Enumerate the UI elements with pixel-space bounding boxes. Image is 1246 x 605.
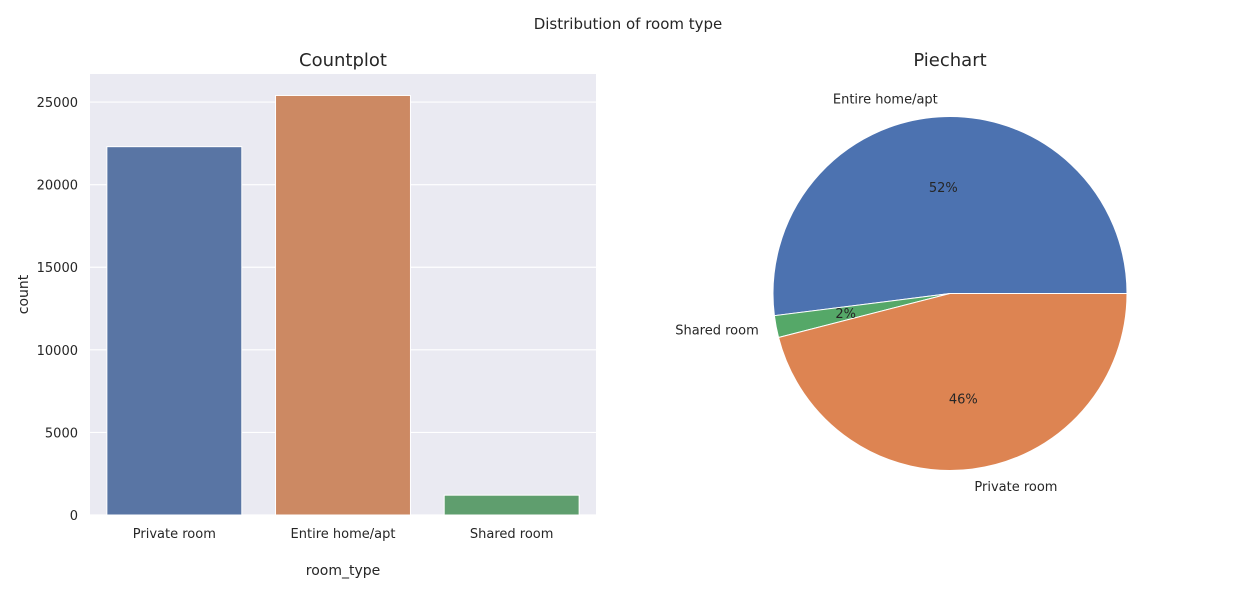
countplot-y-tick-label: 10000 <box>37 344 78 359</box>
countplot-x-ticks: Private room Entire home/apt Shared room <box>133 527 554 542</box>
countplot: Countplot 0 5000 10000 15000 20000 25000 Priv… <box>16 50 596 579</box>
countplot-bars <box>106 94 580 516</box>
pie-pct-label: 2% <box>835 307 856 322</box>
piechart-slices <box>772 116 1128 471</box>
countplot-x-tick-label: Entire home/apt <box>291 527 396 542</box>
countplot-y-tick-label: 15000 <box>37 261 78 276</box>
countplot-x-axis-label: room_type <box>306 563 381 579</box>
bar-entire-home-apt <box>275 94 411 516</box>
pie-label-private-room: Private room <box>974 480 1057 495</box>
bar-shared-room <box>443 494 580 516</box>
pie-slice-private-room <box>777 293 1128 471</box>
figure-suptitle: Distribution of room type <box>534 15 723 33</box>
countplot-y-axis-label: count <box>16 274 32 314</box>
pie-pct-label: 52% <box>929 181 958 196</box>
pie-label-shared-room: Shared room <box>675 323 759 338</box>
countplot-title: Countplot <box>299 50 387 71</box>
countplot-x-tick-label: Private room <box>133 527 216 542</box>
bar-private-room <box>106 146 243 516</box>
countplot-y-tick-label: 20000 <box>37 179 78 194</box>
piechart-title: Piechart <box>913 50 986 71</box>
pie-slice-entire-home-apt <box>772 116 1128 317</box>
countplot-x-tick-label: Shared room <box>470 527 554 542</box>
countplot-y-ticks: 0 5000 10000 15000 20000 25000 <box>37 96 78 524</box>
countplot-y-tick-label: 25000 <box>37 96 78 111</box>
countplot-y-tick-label: 0 <box>70 509 78 524</box>
piechart-labels: Entire home/apt 52% Shared room 2% Private r… <box>675 93 1057 495</box>
pie-label-entire-home-apt: Entire home/apt <box>833 93 938 108</box>
piechart: Piechart Entire home/apt 52% Shared room 2%… <box>675 50 1128 495</box>
pie-pct-label: 46% <box>949 392 978 407</box>
countplot-y-tick-label: 5000 <box>45 426 78 441</box>
